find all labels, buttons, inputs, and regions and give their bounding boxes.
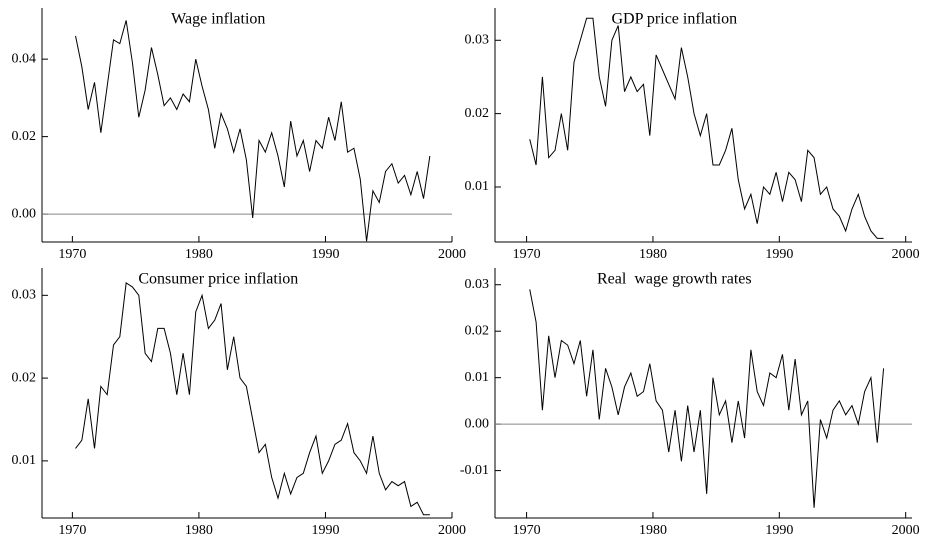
y-tick-label: 0.02 — [465, 323, 490, 338]
y-tick-label: 0.02 — [12, 370, 37, 385]
x-tick-label: 1990 — [311, 523, 339, 538]
y-tick-label: 0.03 — [12, 288, 37, 303]
panel-title: Wage inflation — [171, 11, 265, 28]
x-tick-label: 2000 — [438, 523, 466, 538]
y-tick-label: 0.01 — [12, 453, 37, 468]
y-tick-label: 0.00 — [12, 206, 37, 221]
x-tick-label: 2000 — [438, 247, 466, 262]
series-line — [529, 289, 885, 508]
series-line — [75, 20, 431, 242]
panel-title: GDP price inflation — [612, 11, 738, 28]
y-tick-label: 0.04 — [12, 51, 37, 66]
x-tick-label: 1980 — [639, 247, 667, 262]
x-tick-label: 1970 — [513, 523, 541, 538]
panel-title: Consumer price inflation — [138, 271, 298, 288]
series-line — [75, 282, 430, 516]
y-tick-label: 0.03 — [465, 277, 490, 292]
x-tick-label: 1970 — [58, 247, 86, 262]
series-line — [529, 17, 884, 239]
x-tick-label: 1980 — [639, 523, 667, 538]
x-tick-label: 1990 — [765, 247, 793, 262]
x-tick-label: 1980 — [185, 523, 213, 538]
y-tick-label: 0.02 — [465, 106, 490, 121]
x-tick-label: 1980 — [185, 247, 213, 262]
y-tick-label: -0.01 — [460, 463, 489, 478]
x-tick-label: 2000 — [892, 247, 920, 262]
y-tick-label: 0.03 — [465, 32, 490, 47]
x-tick-label: 1970 — [513, 247, 541, 262]
y-tick-label: 0.00 — [465, 416, 490, 431]
x-tick-label: 1970 — [58, 523, 86, 538]
x-tick-label: 2000 — [892, 523, 920, 538]
panel-title: Real wage growth rates — [597, 271, 752, 288]
x-tick-label: 1990 — [765, 523, 793, 538]
x-tick-label: 1990 — [311, 247, 339, 262]
y-tick-label: 0.01 — [465, 370, 490, 385]
y-tick-label: 0.02 — [12, 129, 37, 144]
y-tick-label: 0.01 — [465, 179, 490, 194]
